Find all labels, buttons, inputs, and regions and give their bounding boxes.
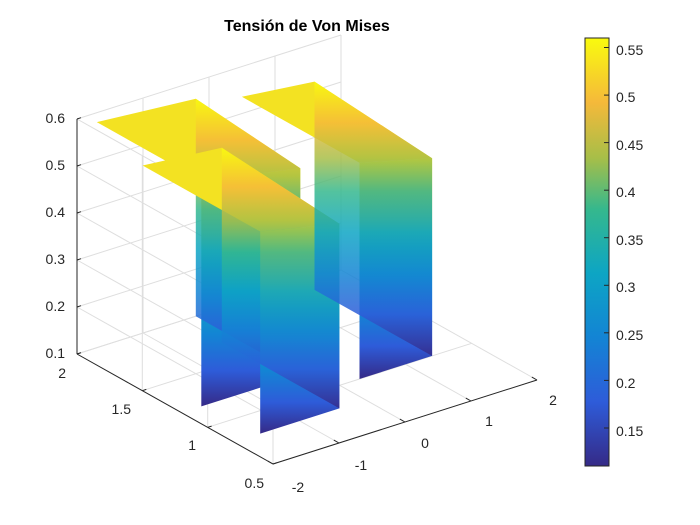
- z-tick-mark: [76, 211, 82, 214]
- colorbar-gradient: [584, 37, 610, 467]
- x-tick-mark: [399, 418, 406, 423]
- x-tick-mark: [333, 439, 340, 444]
- y-axis-line: [76, 353, 274, 465]
- y-tick-label: 1: [188, 437, 196, 453]
- colorbar-tick-label: 0.5: [616, 89, 636, 105]
- x-tick-label: 0: [421, 435, 429, 451]
- surface-sheet-side: [221, 147, 340, 409]
- x-tick-mark: [267, 460, 274, 465]
- z-tick-label: 0.5: [46, 157, 66, 173]
- colorbar-tick-label: 0.55: [616, 42, 643, 58]
- z-tick-label: 0.2: [46, 298, 66, 314]
- y-tick-mark: [142, 388, 147, 392]
- colorbar-tick-label: 0.2: [616, 375, 636, 391]
- colorbar-ticks: 0.15 0.2 0.25 0.3 0.35 0.4 0.45 0.5 0.55: [604, 42, 643, 439]
- z-tick-mark: [76, 117, 82, 120]
- y-axis-ticks: 0.5 1 1.5 2: [58, 365, 264, 491]
- colorbar-tick-label: 0.35: [616, 232, 643, 248]
- x-tick-mark: [465, 397, 472, 402]
- z-tick-label: 0.1: [46, 345, 66, 361]
- z-tick-mark: [76, 258, 82, 261]
- colorbar-tick-label: 0.4: [616, 184, 636, 200]
- surface-sheet-side: [314, 81, 433, 356]
- y-tick-mark: [272, 462, 278, 465]
- colorbar-tick-label: 0.45: [616, 137, 643, 153]
- y-tick-label: 0.5: [245, 475, 265, 491]
- chart-title: Tensión de Von Mises: [224, 18, 390, 35]
- x-tick-label: -2: [292, 479, 305, 495]
- y-tick-mark: [207, 425, 212, 428]
- colorbar-tick-label: 0.25: [616, 327, 643, 343]
- z-tick-label: 0.4: [46, 204, 66, 220]
- z-tick-mark: [76, 352, 82, 355]
- z-axis-ticks: 0.1 0.2 0.3 0.4 0.5 0.6: [46, 110, 66, 361]
- x-tick-label: -1: [355, 457, 368, 473]
- x-tick-label: 2: [549, 392, 557, 408]
- surfaces: [96, 81, 433, 434]
- x-tick-label: 1: [485, 413, 493, 429]
- z-tick-label: 0.3: [46, 251, 66, 267]
- axis-lines: [76, 117, 538, 465]
- z-tick-label: 0.6: [46, 110, 66, 126]
- colorbar: 0.15 0.2 0.25 0.3 0.35 0.4 0.45 0.5 0.55: [584, 37, 643, 467]
- colorbar-tick-label: 0.15: [616, 423, 643, 439]
- wall-grid-line: [76, 34, 342, 120]
- colorbar-tick-label: 0.3: [616, 279, 636, 295]
- x-axis-ticks: -2 -1 0 1 2: [292, 392, 557, 495]
- y-tick-label: 2: [58, 365, 66, 381]
- z-tick-mark: [76, 305, 82, 308]
- x-tick-mark: [531, 376, 538, 381]
- y-tick-label: 1.5: [112, 401, 132, 417]
- wall-grid-line: [76, 306, 274, 418]
- z-tick-mark: [76, 164, 82, 167]
